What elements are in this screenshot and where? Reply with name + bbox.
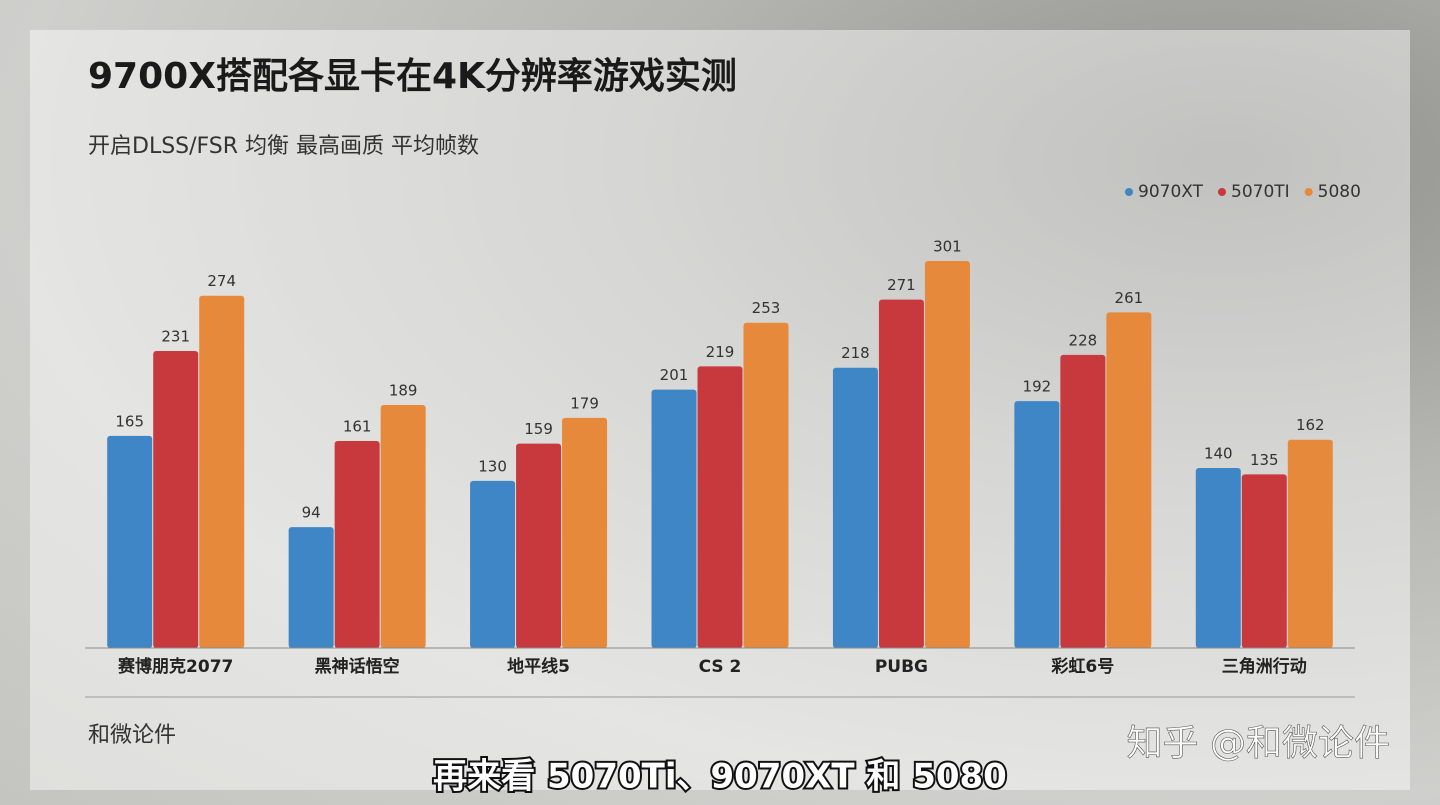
bar bbox=[516, 443, 562, 648]
value-label: 261 bbox=[1115, 289, 1144, 307]
bar bbox=[288, 527, 334, 648]
chart-subtitle: 开启DLSS/FSR 均衡 最高画质 平均帧数 bbox=[88, 134, 479, 159]
value-label: 189 bbox=[389, 382, 418, 400]
bar bbox=[832, 367, 878, 648]
x-tick-label: 黑神话悟空 bbox=[315, 656, 400, 677]
value-label: 192 bbox=[1023, 378, 1052, 396]
bar bbox=[697, 366, 743, 648]
legend-marker bbox=[1125, 188, 1133, 196]
value-label: 231 bbox=[161, 328, 190, 346]
value-label: 301 bbox=[933, 238, 962, 256]
bar bbox=[1106, 312, 1152, 648]
chart-title: 9700X搭配各显卡在4K分辨率游戏实测 bbox=[88, 56, 737, 97]
value-label: 94 bbox=[302, 504, 321, 522]
value-label: 253 bbox=[752, 299, 781, 317]
source: 和微论件 bbox=[88, 723, 176, 748]
value-label: 130 bbox=[478, 457, 507, 475]
bar bbox=[651, 389, 697, 648]
value-label: 218 bbox=[841, 344, 870, 362]
x-tick-label: 赛博朋克2077 bbox=[117, 656, 233, 677]
bar bbox=[199, 295, 245, 648]
value-label: 179 bbox=[570, 394, 599, 412]
bar bbox=[743, 322, 789, 648]
x-tick-label: 三角洲行动 bbox=[1222, 656, 1307, 677]
legend-marker bbox=[1304, 188, 1313, 196]
bar bbox=[334, 441, 380, 648]
bar bbox=[107, 435, 153, 648]
value-label: 271 bbox=[887, 276, 916, 294]
legend-label: 5070TI bbox=[1231, 182, 1290, 202]
x-tick-label: PUBG bbox=[875, 657, 928, 677]
bar bbox=[924, 261, 970, 648]
value-label: 201 bbox=[660, 366, 689, 384]
value-label: 274 bbox=[207, 272, 236, 290]
legend-label: 5080 bbox=[1318, 182, 1361, 202]
value-label: 161 bbox=[343, 418, 372, 436]
bar bbox=[1195, 468, 1241, 648]
bar bbox=[1287, 439, 1333, 648]
bar bbox=[1014, 401, 1060, 648]
bar bbox=[153, 351, 199, 648]
value-label: 140 bbox=[1204, 445, 1233, 463]
x-tick-label: 地平线5 bbox=[507, 656, 570, 677]
bar bbox=[1060, 354, 1106, 648]
x-tick-label: 彩虹6号 bbox=[1050, 657, 1114, 677]
legend-marker bbox=[1218, 188, 1226, 196]
bar bbox=[1241, 474, 1287, 648]
value-label: 135 bbox=[1250, 451, 1279, 469]
watermark: 知乎 @和微论件 bbox=[1127, 723, 1390, 764]
bar bbox=[562, 417, 608, 648]
value-label: 162 bbox=[1296, 416, 1325, 434]
x-tick-label: CS 2 bbox=[699, 657, 742, 677]
value-label: 228 bbox=[1069, 331, 1098, 349]
legend-label: 9070XT bbox=[1138, 182, 1204, 202]
bar bbox=[470, 480, 516, 648]
bar bbox=[380, 405, 426, 648]
value-label: 159 bbox=[524, 420, 553, 438]
video-caption: 再来看 5070Ti、9070XT 和 5080 bbox=[433, 757, 1007, 797]
value-label: 219 bbox=[706, 343, 735, 361]
bar bbox=[878, 299, 924, 648]
value-label: 165 bbox=[115, 412, 144, 430]
